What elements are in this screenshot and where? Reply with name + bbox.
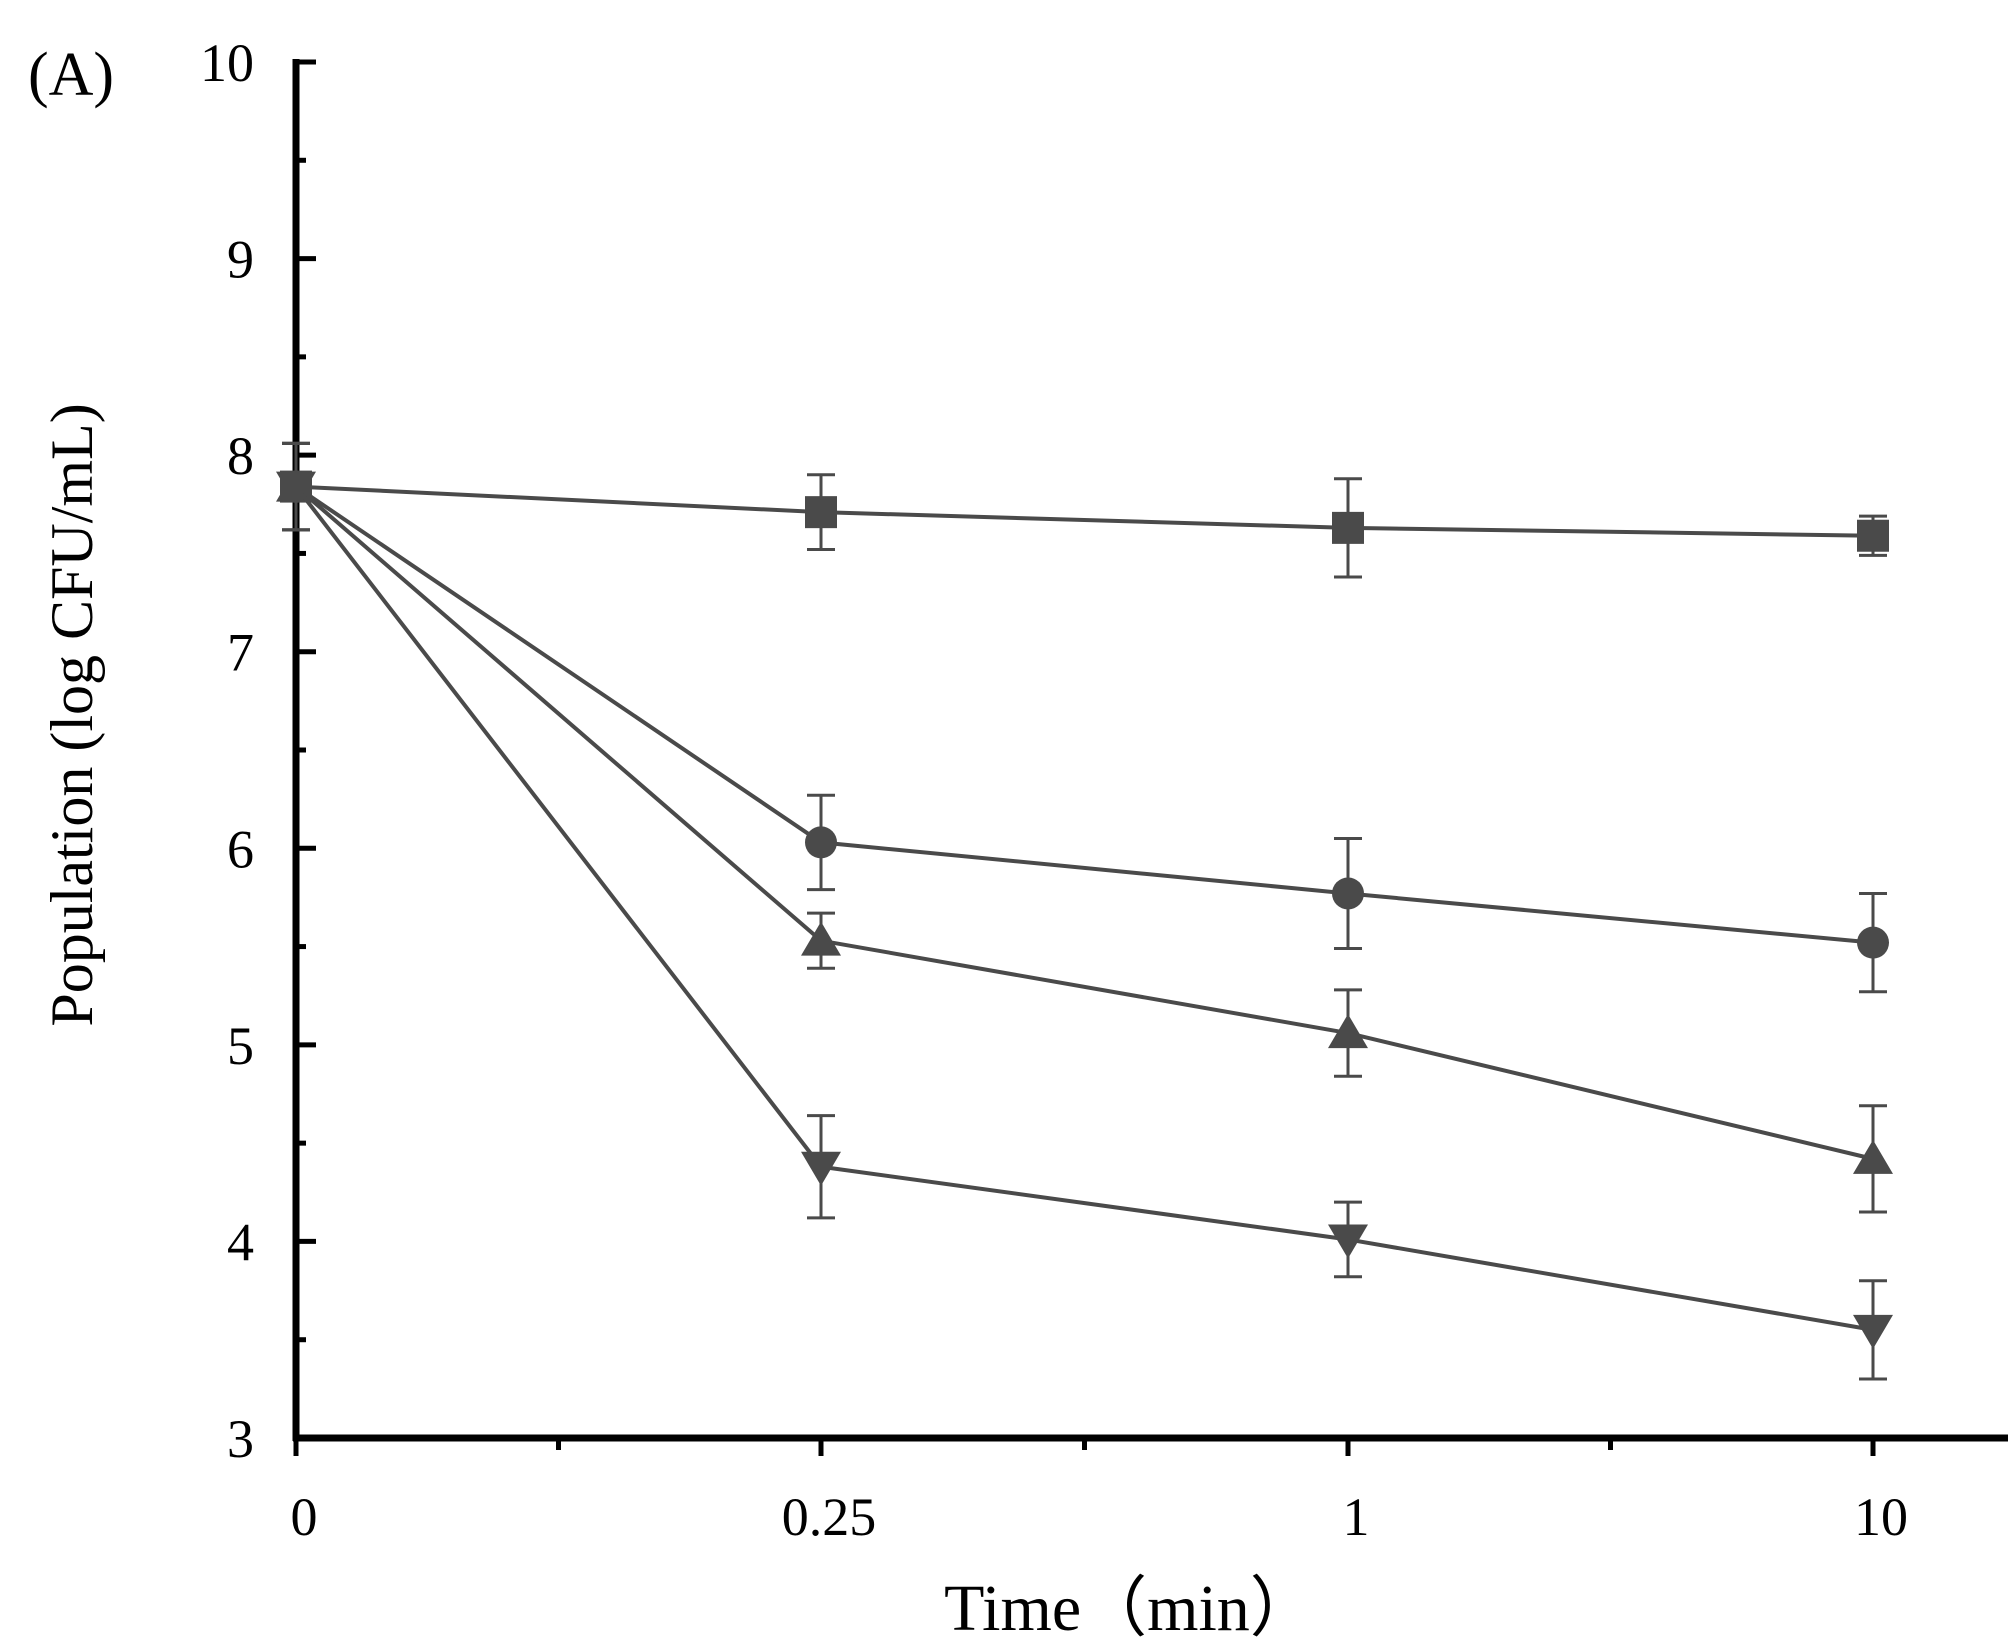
y-tick-label-7: 7: [227, 623, 254, 683]
marker-triangle-down: [801, 1151, 841, 1186]
y-tick-label-5: 5: [227, 1016, 254, 1076]
y-tick-label-3: 3: [227, 1409, 254, 1469]
marker-triangle-up: [1328, 1014, 1368, 1049]
marker-triangle-up: [1853, 1139, 1893, 1174]
axes: [292, 59, 2008, 1442]
y-tick-label-9: 9: [227, 230, 254, 290]
marker-square: [1332, 511, 1364, 544]
x-tick-label-0.25: 0.25: [782, 1487, 877, 1547]
series-square: [280, 441, 1889, 579]
y-tick-label-4: 4: [227, 1212, 254, 1272]
series-line-triangle: [294, 485, 1874, 1161]
marker-circle: [805, 826, 837, 859]
marker-square: [805, 496, 837, 529]
marker-triangle-down: [1853, 1314, 1893, 1349]
series-line-square: [295, 484, 1874, 538]
marker-triangle-up: [801, 921, 841, 956]
marker-square: [1857, 519, 1889, 552]
series-line-circle: [294, 484, 1874, 945]
series-inverted: [276, 441, 1893, 1381]
panel-label: (A): [28, 41, 114, 109]
x-tick-label-1: 1: [1343, 1487, 1370, 1547]
marker-triangle-down: [276, 471, 316, 506]
marker-circle: [1857, 926, 1889, 959]
series-layer: [276, 441, 1893, 1381]
y-tick-label-10: 10: [200, 33, 254, 93]
y-axis-label: Population (log CFU/mL): [39, 403, 105, 1026]
x-tick-label-10: 10: [1854, 1487, 1908, 1547]
marker-circle: [1332, 877, 1364, 910]
x-tick-label-0: 0: [291, 1487, 318, 1547]
marker-triangle-down: [1328, 1224, 1368, 1259]
ticks: 3 4 5 6 7 8 9 10 0 0.25 1 10: [200, 33, 1908, 1547]
series-circle: [280, 441, 1889, 994]
y-tick-label-8: 8: [227, 426, 254, 486]
series-line-inverted: [294, 485, 1874, 1332]
y-tick-label-6: 6: [227, 819, 254, 879]
series-triangle: [276, 441, 1893, 1214]
x-axis-label: Time（min）: [944, 1572, 1316, 1640]
